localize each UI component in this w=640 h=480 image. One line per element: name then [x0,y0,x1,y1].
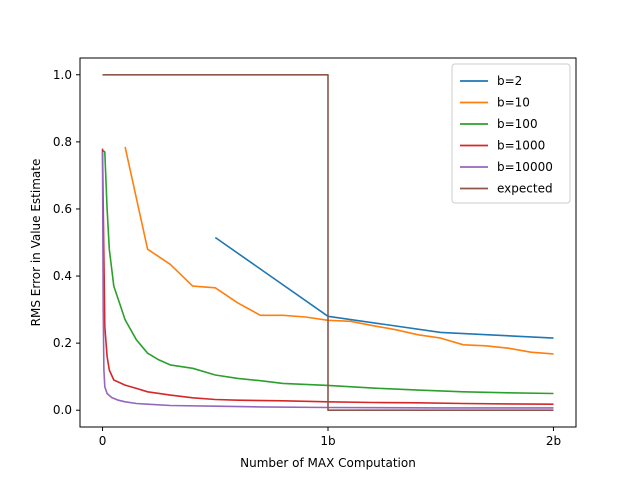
x-tick-label: 1b [320,434,335,448]
legend-entry: b=1000 [497,139,545,153]
series-line-expected [102,74,554,412]
x-axis-label: Number of MAX Computation [240,456,416,470]
series-line-b-10 [124,146,554,355]
series-layer [101,74,554,412]
y-tick-label: 0.8 [53,135,72,149]
y-axis: 0.0 0.2 0.4 0.6 0.8 1.0 [53,68,80,417]
series-line-b-1000 [101,148,554,405]
y-axis-label: RMS Error in Value Estimate [29,159,43,327]
series-line-b-2 [214,236,554,339]
legend-entry: b=10000 [497,160,553,174]
legend: b=2 b=10 b=100 b=1000 b=10000 expected [451,63,571,204]
legend-entry: b=10 [497,96,530,110]
legend-entry: expected [497,182,553,196]
y-tick-label: 0.4 [53,269,72,283]
legend-entry: b=100 [497,117,538,131]
x-tick-label: 2b [546,434,561,448]
y-tick-label: 0.6 [53,202,72,216]
y-tick-label: 1.0 [53,68,72,82]
series-line-b-10000 [101,151,554,409]
x-axis: 0 1b 2b [99,427,561,448]
y-tick-label: 0.2 [53,336,72,350]
series-line-b-100 [102,149,554,395]
legend-box [451,63,571,204]
x-tick-label: 0 [99,434,107,448]
y-tick-label: 0.0 [53,403,72,417]
legend-entry: b=2 [497,74,522,88]
